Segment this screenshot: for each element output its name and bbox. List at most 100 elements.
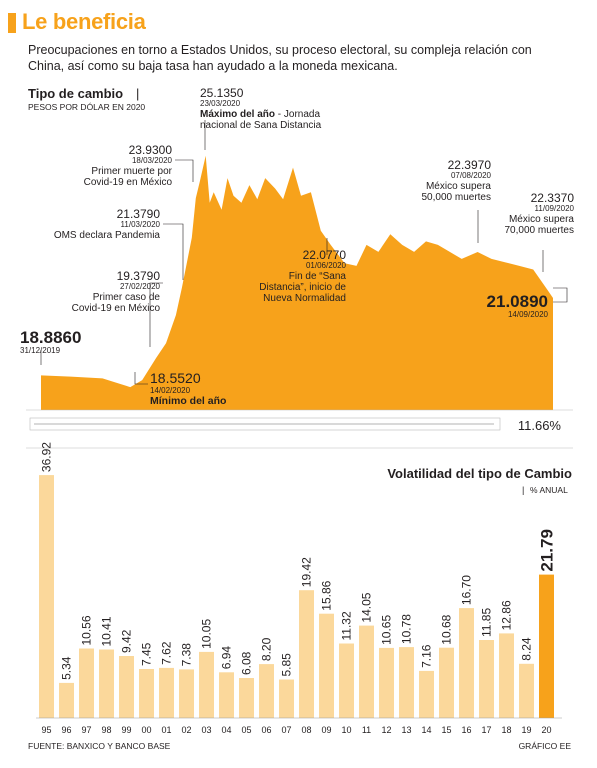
annotation-value: 19.3790 (117, 269, 161, 283)
x-tick-label: 07 (281, 725, 291, 735)
annotation-text: Fin de “Sana (289, 271, 347, 282)
annotation-value: 21.3790 (117, 207, 161, 221)
bar-value-label: 16.70 (460, 575, 474, 605)
volatility-subtitle: % ANUAL (530, 485, 568, 495)
annotation-date: 01/06/2020 (306, 261, 347, 270)
bar-value-label: 10.78 (400, 614, 414, 644)
bar (199, 651, 214, 718)
bar (279, 679, 294, 718)
credit-note: GRÁFICO EE (518, 741, 571, 751)
bar (479, 640, 494, 718)
subtitle-separator: | (522, 485, 524, 495)
annotation-text: nacional de Sana Distancia (200, 120, 322, 131)
header-bar: Le beneficia (8, 9, 589, 36)
annotation-leader (163, 223, 184, 280)
x-tick-label: 12 (381, 725, 391, 735)
exchange-rate-title: Tipo de cambio (28, 86, 123, 101)
bar-value-label: 6.08 (240, 651, 254, 675)
x-tick-label: 99 (121, 725, 131, 735)
change-percent-label: 11.66% (518, 418, 562, 433)
x-tick-label: 14 (421, 725, 431, 735)
bar (519, 663, 534, 718)
annotation-text: Primer muerte por (91, 166, 172, 177)
bar (239, 678, 254, 718)
annotation-date: 27/02/2020 (120, 282, 161, 291)
title-separator: | (136, 86, 139, 101)
annotation-value: 22.3370 (531, 191, 575, 205)
annotation-text: Mínimo del año (150, 395, 226, 407)
bar (339, 643, 354, 718)
annotation-date: 23/03/2020 (200, 99, 241, 108)
volatility-title: Volatilidad del tipo de Cambio (387, 466, 572, 481)
annotation-leader (175, 159, 194, 182)
x-tick-label: 20 (541, 725, 551, 735)
x-tick-label: 18 (501, 725, 511, 735)
bar (419, 670, 434, 718)
x-tick-label: 98 (101, 725, 111, 735)
bar-value-label: 5.85 (280, 653, 294, 677)
exchange-rate-chart: Tipo de cambio | PESOS POR DÓLAR EN 2020… (20, 86, 575, 449)
annotation-date: 14/02/2020 (150, 386, 191, 395)
bar-value-label: 8.24 (520, 637, 534, 661)
bar (299, 590, 314, 718)
bar-value-label: 7.38 (180, 643, 194, 667)
annotation-value: 21.0890 (487, 292, 548, 311)
annotation-date: 14/09/2020 (508, 310, 549, 319)
x-tick-label: 17 (481, 725, 491, 735)
bar (219, 672, 234, 718)
bar-value-label: 5.34 (60, 656, 74, 680)
x-tick-label: 03 (201, 725, 211, 735)
annotation-date: 11/09/2020 (535, 204, 575, 213)
x-tick-label: 15 (441, 725, 451, 735)
annotation-date: 18/03/2020 (132, 156, 173, 165)
bar (79, 648, 94, 718)
bar-value-label: 7.62 (160, 641, 174, 665)
x-tick-label: 09 (321, 725, 331, 735)
x-tick-label: 01 (161, 725, 171, 735)
x-tick-label: 05 (241, 725, 251, 735)
bar-value-label: 11.32 (340, 611, 354, 640)
annotation-text: 70,000 muertes (505, 225, 575, 236)
annotation-text: Primer caso de (93, 292, 161, 303)
annotation-value: 18.5520 (150, 370, 201, 386)
bar-value-label: 10.56 (80, 615, 94, 645)
bar-value-label: 12.86 (500, 600, 514, 630)
x-tick-label: 95 (41, 725, 51, 735)
annotation-date: 11/03/2020 (121, 220, 161, 229)
bar (59, 682, 74, 718)
annotation-value: 22.3970 (448, 158, 492, 172)
bar-value-label: 10.41 (100, 616, 114, 646)
bar (459, 608, 474, 718)
bar (399, 647, 414, 718)
bar (119, 656, 134, 718)
x-tick-label: 02 (181, 725, 191, 735)
bar-value-label: 10.65 (380, 615, 394, 645)
bar (359, 625, 374, 718)
annotation-text: OMS declara Pandemia (54, 230, 161, 241)
annotation-leader (149, 282, 163, 347)
bars-layer: 36.92 5.34 10.56 10.41 9.42 7.45 7.62 7.38 10.05… (39, 442, 557, 718)
x-tick-label: 08 (301, 725, 311, 735)
annotation-text: Distancia”, inicio de (259, 282, 346, 293)
bar-value-label: 9.42 (120, 629, 134, 653)
bar (159, 667, 174, 718)
x-tick-label: 06 (261, 725, 271, 735)
bar-value-label: 36.92 (40, 442, 54, 472)
annotation-value: 22.0770 (303, 248, 347, 262)
bar (379, 647, 394, 718)
bar (179, 669, 194, 718)
bar-value-label: 10.68 (440, 614, 454, 644)
annotation-value: 18.8860 (20, 328, 81, 347)
annotation-text: Covid-19 en México (84, 177, 173, 188)
annotation-text: 50,000 muertes (422, 192, 492, 203)
bar (319, 613, 334, 718)
annotation-text: Máximo del año - Jornada (200, 109, 320, 120)
volatility-chart: Volatilidad del tipo de Cambio | % ANUAL… (36, 442, 572, 735)
bar-value-label: 8.20 (260, 637, 274, 661)
x-tick-label: 96 (61, 725, 71, 735)
x-tick-label: 11 (362, 725, 371, 735)
bar-value-label: 19.42 (300, 557, 314, 587)
annotation-leader (134, 372, 148, 385)
